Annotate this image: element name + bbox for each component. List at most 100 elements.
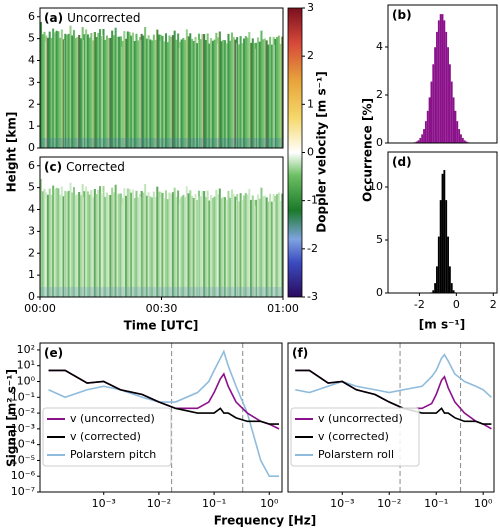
histogram-bar [461,137,464,143]
heatmap-texture [52,185,55,297]
heatmap-texture [246,37,249,148]
heatmap-texture [147,192,150,297]
heatmap-texture [274,195,277,297]
histogram-bar [445,31,448,143]
heatmap-texture [43,188,46,297]
panel-letter: (d) [392,155,412,169]
heatmap-texture [263,38,266,148]
y-tick-label: 5 [376,233,383,246]
heatmap-texture [40,22,43,148]
heatmap-texture [213,39,216,148]
histogram-bar [424,121,427,143]
heatmap-texture [197,39,199,148]
heatmap-texture [206,33,209,148]
heatmap-texture [170,36,173,148]
heatmap-texture [144,184,147,297]
y-tick-label: 10⁻⁷ [11,485,35,498]
heatmap-texture [71,35,74,148]
y-tick-label: 6 [28,159,35,172]
histogram-bar [443,20,446,143]
heatmap-texture [116,36,119,148]
y-tick-label: 10⁻⁶ [11,469,36,482]
heatmap-texture [131,32,135,148]
heatmap-texture [201,34,204,148]
y-tick-label: 10¹ [17,359,35,372]
heatmap-texture [138,193,141,297]
heatmap-texture [154,196,157,297]
heatmap-texture [184,197,187,297]
y-axis-label: Signal [m² s⁻¹] [5,369,19,467]
heatmap-texture [279,200,282,297]
heatmap-texture [220,41,223,148]
heatmap-texture [164,33,168,148]
y-tick-label: 2 [28,97,35,110]
heatmap-texture [250,199,253,297]
axes-frame [39,7,284,149]
colorbar-tick-label: 1 [307,97,314,110]
heatmap-texture [83,191,86,297]
heatmap-texture [133,198,136,297]
heatmap-texture [225,43,228,148]
heatmap-texture [203,191,206,297]
histogram-bar [454,110,457,143]
heatmap-texture [262,196,265,297]
heatmap-texture [191,38,194,148]
x-tick-label: 2 [490,298,497,311]
heatmap-texture [171,35,174,148]
axes-frame [39,342,283,493]
plot-area [40,179,283,297]
heatmap-texture [41,191,44,297]
heatmap-texture [267,44,270,148]
heatmap-texture [123,188,126,297]
heatmap-texture [199,196,202,297]
heatmap-texture [121,46,123,148]
heatmap-texture [178,198,181,297]
heatmap-texture [100,192,103,297]
heatmap-texture [50,194,53,297]
heatmap-texture [76,36,79,148]
histogram-bar [421,134,424,143]
heatmap-texture [237,44,240,148]
y-tick-label: 0 [28,290,35,303]
heatmap-texture [170,193,173,297]
heatmap-texture [50,37,53,148]
heatmap-texture [244,36,247,148]
heatmap-texture [180,196,183,297]
heatmap-texture [204,197,207,297]
heatmap-texture [215,32,218,148]
heatmap-texture [236,37,239,148]
heatmap-texture [269,36,272,148]
y-tick-label: 0 [28,141,35,154]
heatmap-texture [199,39,202,148]
heatmap-texture [112,35,115,148]
heatmap-texture [114,27,117,148]
y-tick-label: 10⁻⁵ [11,453,35,466]
colorbar-tick-label: 2 [307,49,314,62]
histogram-bar [428,97,431,143]
heatmap-texture [217,37,220,148]
x-tick-label: 00:00 [24,302,56,315]
heatmap-texture [250,42,253,148]
heatmap-texture [43,31,46,148]
histogram-bar [436,31,438,143]
y-tick-label: 5 [28,32,35,45]
legend-label: Polarstern roll [318,448,394,461]
heatmap-texture [57,31,60,148]
heatmap-texture [276,194,279,297]
histogram-bar [434,47,437,143]
colorbar-tick-label: 0 [307,146,314,159]
panel-title: Corrected [66,160,125,174]
heatmap-texture [64,190,67,297]
heatmap-texture [270,44,273,148]
heatmap-texture [251,195,254,297]
histogram-bar [439,200,442,293]
heatmap-texture [258,198,261,297]
histogram-bar [460,134,462,143]
heatmap-texture [223,197,227,297]
heatmap-texture [48,31,51,148]
heatmap-texture [232,36,235,148]
heatmap-texture [81,27,84,148]
heatmap-texture [163,198,166,297]
series-line [295,353,492,398]
heatmap-texture [125,38,126,148]
